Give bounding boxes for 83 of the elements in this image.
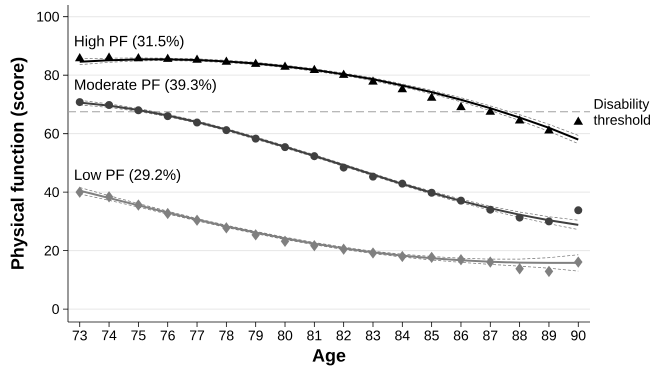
x-tick-label: 75 <box>131 330 146 340</box>
point <box>574 117 582 125</box>
x-tick-label: 79 <box>248 330 263 340</box>
y-tick-label: 80 <box>44 70 59 80</box>
point <box>310 66 318 73</box>
point <box>222 222 230 233</box>
x-tick-label: 73 <box>72 330 87 340</box>
y-axis-title: Physical function (score) <box>10 58 28 269</box>
point <box>516 116 524 124</box>
point <box>252 230 260 240</box>
point <box>310 152 318 160</box>
point <box>134 200 142 210</box>
point <box>134 106 142 114</box>
point <box>544 217 553 226</box>
ref-line-label: Disability threshold <box>594 98 650 125</box>
x-tick-label: 76 <box>160 330 175 340</box>
x-axis-title: Age <box>312 349 346 366</box>
point <box>281 143 290 152</box>
x-tick-label: 88 <box>512 330 527 340</box>
point <box>368 248 377 258</box>
point <box>398 251 406 262</box>
series-label: Low PF (29.2%) <box>75 169 180 183</box>
x-tick-label: 90 <box>571 330 586 340</box>
point <box>428 188 436 197</box>
point <box>105 192 114 202</box>
point <box>222 126 230 134</box>
x-tick-label: 80 <box>278 330 292 340</box>
point <box>368 77 378 85</box>
x-tick-label: 78 <box>219 330 234 340</box>
x-tick-label: 83 <box>366 330 380 340</box>
point <box>456 254 465 265</box>
point <box>340 70 348 78</box>
y-tick-label: 0 <box>52 304 59 314</box>
point <box>368 172 377 181</box>
point <box>340 164 348 172</box>
point <box>574 257 582 268</box>
x-tick-label: 89 <box>542 330 556 340</box>
point <box>456 196 465 205</box>
series-label: High PF (31.5%) <box>75 35 184 50</box>
x-tick-label: 86 <box>454 330 468 340</box>
point <box>486 257 494 268</box>
point <box>193 215 202 226</box>
y-tick-label: 100 <box>37 12 59 22</box>
x-tick-label: 74 <box>102 330 116 340</box>
y-tick-label: 20 <box>44 246 59 256</box>
point <box>544 126 553 134</box>
y-tick-label: 40 <box>44 187 59 198</box>
point <box>516 264 524 274</box>
point <box>193 118 202 127</box>
series-label: Moderate PF (39.3%) <box>75 78 216 93</box>
y-tick-label: 60 <box>44 128 59 139</box>
point <box>193 55 202 63</box>
point <box>281 236 290 246</box>
point <box>398 180 406 188</box>
point <box>105 101 114 110</box>
point <box>76 187 84 198</box>
point <box>164 208 172 219</box>
point <box>486 108 494 115</box>
x-tick-label: 77 <box>190 330 204 340</box>
point <box>428 252 436 262</box>
point <box>164 112 172 120</box>
point <box>340 244 348 254</box>
point <box>574 206 582 214</box>
x-tick-label: 82 <box>336 330 351 340</box>
x-tick-label: 85 <box>424 330 439 340</box>
point <box>398 85 406 92</box>
point <box>164 54 172 62</box>
point <box>280 62 290 70</box>
point <box>456 102 465 110</box>
point <box>486 206 494 214</box>
x-tick-label: 87 <box>483 330 498 340</box>
point <box>222 58 230 65</box>
point <box>134 54 142 62</box>
point <box>252 60 260 67</box>
point <box>76 98 84 106</box>
x-tick-label: 84 <box>395 330 410 340</box>
point <box>252 134 260 143</box>
point <box>310 240 318 251</box>
point <box>516 214 524 222</box>
point <box>76 54 84 62</box>
point <box>428 93 436 101</box>
x-tick-label: 81 <box>307 330 322 340</box>
point <box>544 266 553 276</box>
